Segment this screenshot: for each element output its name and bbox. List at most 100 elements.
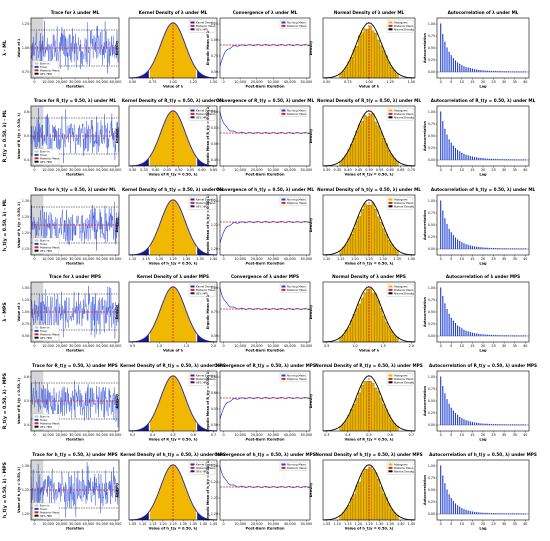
y-axis-label: Autocorrelation — [423, 296, 427, 327]
x-tick-label: 30 — [502, 522, 506, 526]
acf-bar — [473, 422, 476, 425]
legend-label: Kernel Density — [196, 21, 215, 25]
acf-bar — [442, 211, 444, 249]
acf-bar — [454, 148, 457, 160]
right-tail-area — [197, 157, 217, 166]
histogram-bar — [350, 497, 354, 521]
acf-bar — [440, 112, 442, 160]
acf-bar — [452, 58, 454, 72]
y-tick-label: 0.50 — [428, 399, 435, 403]
acf-point — [520, 248, 522, 250]
y-tick-label: 0.50 — [428, 46, 435, 50]
legend-label: Kernel Density — [196, 109, 215, 113]
acf-point — [452, 500, 454, 503]
y-tick-label: 0.50 — [428, 134, 435, 138]
y-tick-label: 1.25 — [22, 215, 29, 219]
legend-swatch — [388, 470, 393, 473]
acf-bar — [448, 229, 450, 249]
acf-point — [507, 71, 509, 73]
legend-swatch — [388, 201, 393, 204]
x-tick-label: 1.10 — [129, 257, 137, 261]
legend-label: Trace — [40, 153, 47, 157]
acf-point — [490, 334, 493, 336]
histogram-bar — [363, 28, 367, 79]
histogram-bar — [371, 469, 375, 521]
acf-point — [486, 70, 488, 72]
x-tick-label: 0.40 — [344, 168, 352, 172]
legend-swatch — [281, 466, 286, 469]
x-tick-label: 25 — [491, 344, 495, 348]
acf-point — [444, 218, 446, 220]
x-tick-label: 1.40 — [200, 522, 208, 526]
y-axis-label: Density — [309, 482, 313, 497]
histogram-bar — [355, 398, 359, 432]
plot-frame — [219, 17, 311, 79]
acf-point — [516, 424, 518, 426]
acf-point — [478, 512, 480, 514]
x-tick-label: 0 — [223, 80, 225, 84]
acf-bar — [473, 157, 476, 160]
x-tick-label: 0.7 — [409, 433, 414, 437]
legend-swatch — [190, 28, 195, 31]
x-tick-label: 0.4 — [150, 433, 155, 437]
x-tick-label: 30,000 — [69, 168, 81, 172]
legend-swatch — [34, 511, 39, 514]
histogram-bar — [352, 137, 356, 167]
acf-point — [488, 512, 490, 515]
acf-bar — [461, 328, 463, 336]
x-tick-label: 1.45 — [408, 522, 416, 526]
x-tick-label: 20,000 — [251, 257, 263, 261]
acf-point — [469, 245, 471, 247]
legend-box — [188, 19, 216, 33]
acf-bar — [467, 245, 469, 249]
acf-point — [457, 325, 459, 327]
legend-swatch — [190, 381, 195, 384]
y-tick-label: 0.50 — [428, 310, 435, 314]
acf-bar — [454, 323, 457, 336]
panel-acf-row-3: Autocorrelation of λ under MPS Lag Autocor… — [423, 274, 530, 353]
running-mean-line — [219, 465, 311, 488]
histogram-bar — [376, 479, 380, 521]
right-tail-area — [197, 246, 217, 255]
x-tick-label: 30,000 — [69, 522, 81, 526]
legend-swatch — [190, 288, 195, 291]
y-axis-label: Value of h_t(y = 0.50, λ) — [17, 202, 21, 248]
x-tick-label: 1.30 — [183, 257, 191, 261]
panel-norm-row-5: Normal Density of h_t(y = 0.50, λ) under… — [309, 452, 423, 531]
acf-point — [520, 335, 522, 337]
acf-point — [463, 243, 465, 245]
legend-box — [279, 196, 307, 206]
panel-conv-row-2: Convergence of h_t(y = 0.50, λ) under ML… — [206, 187, 314, 266]
acf-point — [507, 248, 509, 250]
acf-bar — [471, 333, 473, 336]
x-tick-label: 0.30 — [323, 168, 331, 172]
acf-point — [476, 246, 478, 248]
acf-point — [459, 240, 461, 242]
y-tick-label: 0.50 — [428, 223, 435, 227]
histogram-bar — [387, 240, 391, 256]
x-axis-label: Value of λ — [163, 349, 184, 353]
acf-point — [524, 71, 526, 73]
y-tick-label: 0.75 — [22, 322, 29, 326]
acf-bar — [478, 70, 480, 72]
acf-point — [471, 421, 474, 424]
x-tick-label: 20 — [481, 433, 485, 437]
row-label: h_t(y = 0.50, λ) - ML — [2, 199, 8, 251]
y-tick-label: 0.4 — [24, 423, 29, 427]
histogram-bar — [374, 208, 378, 256]
x-axis-label: Value of h_t(y = 0.50, λ) — [345, 262, 394, 266]
acf-bar — [473, 246, 476, 249]
histogram-bar — [368, 113, 372, 167]
acf-point — [497, 158, 499, 161]
legend-swatch — [281, 374, 286, 377]
x-tick-label: 5 — [450, 168, 452, 172]
x-tick-label: 0 — [33, 168, 35, 172]
acf-point — [495, 334, 497, 337]
x-tick-label: 2.0 — [211, 344, 216, 348]
y-axis-label: Density — [309, 40, 313, 55]
histogram-bar — [342, 334, 346, 343]
acf-point — [442, 386, 444, 388]
x-tick-label: 10,000 — [42, 168, 54, 172]
legend-label: Normal Density — [394, 27, 415, 31]
x-tick-label: 20,000 — [56, 344, 68, 348]
